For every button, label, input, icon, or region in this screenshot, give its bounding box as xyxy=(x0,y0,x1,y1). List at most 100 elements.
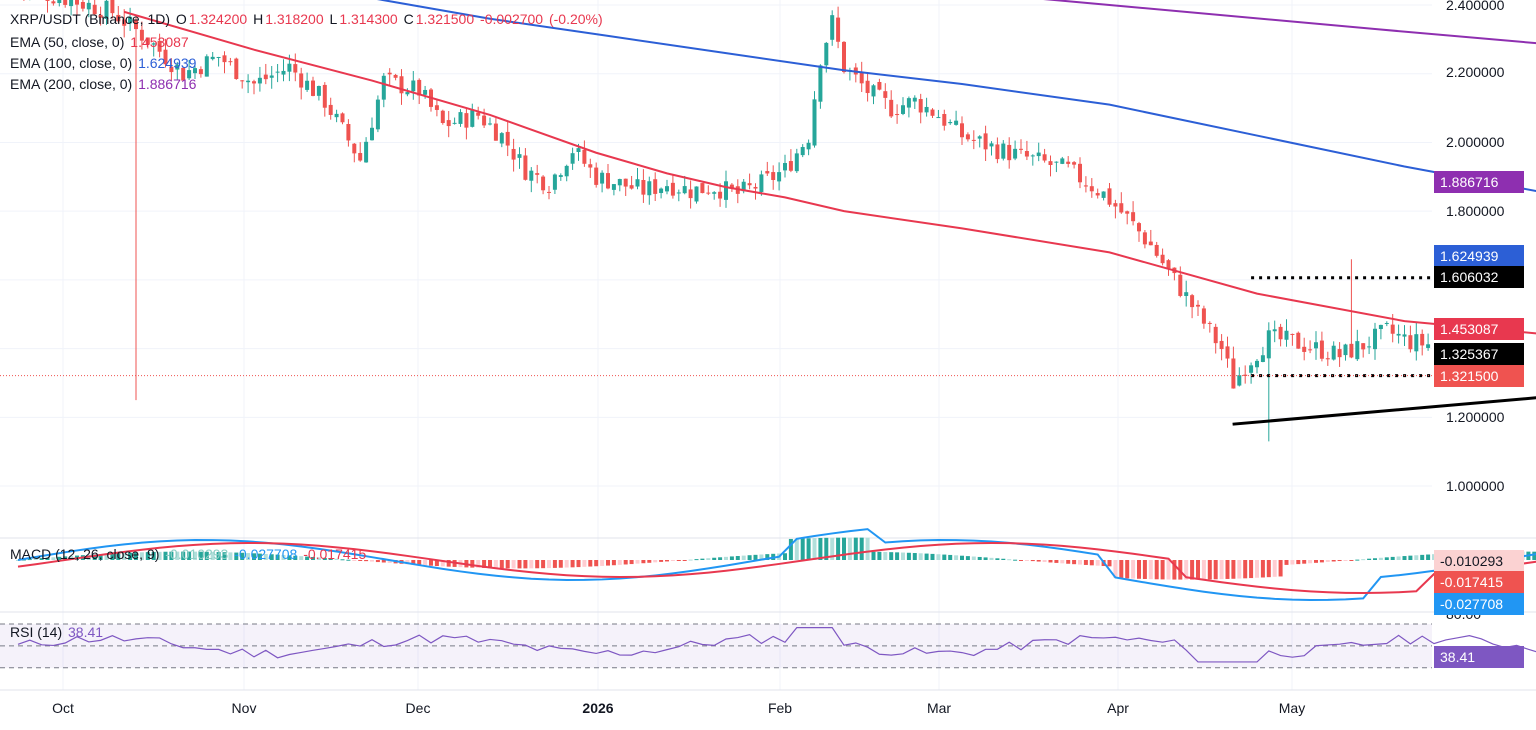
macd-histogram-bar xyxy=(1219,560,1224,580)
candle-bar xyxy=(175,64,180,70)
resistance-price-tag: 1.606032 xyxy=(1434,266,1524,288)
macd-histogram-bar xyxy=(63,556,68,560)
candle-bar xyxy=(1343,344,1348,356)
ema50-legend-value: 1.453087 xyxy=(130,34,189,50)
candle-bar xyxy=(541,176,546,191)
candle-bar xyxy=(989,143,994,147)
macd-histogram-bar xyxy=(1319,560,1324,563)
macd-histogram-bar xyxy=(1367,558,1372,560)
macd-histogram-bar xyxy=(1420,554,1425,560)
candle-bar xyxy=(45,0,50,1)
candle-bar xyxy=(1213,326,1218,344)
candle-bar xyxy=(653,179,658,194)
macd-histogram-bar xyxy=(965,556,970,560)
candle-bar xyxy=(169,66,174,73)
rsi-legend-value: 38.41 xyxy=(68,624,104,640)
macd-histogram-bar xyxy=(334,558,339,560)
macd-histogram-bar xyxy=(541,560,546,569)
macd-histogram-bar xyxy=(859,537,864,560)
candle-bar xyxy=(364,141,369,163)
candle-bar xyxy=(1284,330,1289,340)
candle-bar xyxy=(134,20,138,30)
candle-bar xyxy=(800,147,805,156)
candle-bar xyxy=(741,181,746,192)
macd-histogram-bar xyxy=(1125,560,1130,579)
candle-bar xyxy=(1072,162,1077,165)
macd-histogram-bar xyxy=(588,560,593,567)
x-tick-dec: Dec xyxy=(405,700,431,716)
macd-histogram-bar xyxy=(688,559,693,561)
candle-bar xyxy=(924,106,929,113)
candle-bar xyxy=(151,43,156,45)
macd-histogram-bar xyxy=(45,557,50,560)
candle-bar xyxy=(688,189,693,199)
macd-histogram-bar xyxy=(1113,560,1118,578)
macd-histogram-bar xyxy=(204,551,209,560)
macd-histogram-bar xyxy=(836,537,841,560)
macd-histogram-bar xyxy=(1207,560,1212,580)
change-pct: (-0.20%) xyxy=(548,11,603,27)
macd-histogram-bar xyxy=(1030,560,1035,562)
candle-bar xyxy=(1166,260,1171,269)
candle-bar xyxy=(936,117,941,119)
macd-histogram-bar xyxy=(493,560,498,569)
macd-histogram-bar xyxy=(741,555,746,560)
ema100-legend: EMA (100, close, 0) 1.624939 xyxy=(10,53,198,73)
macd-histogram-bar xyxy=(1255,560,1259,578)
candle-bar xyxy=(806,142,811,150)
macd-histogram-bar xyxy=(989,557,994,560)
macd-histogram-bar xyxy=(1213,560,1218,580)
macd-histogram-bar xyxy=(482,560,487,568)
candle-bar xyxy=(1154,244,1159,256)
candle-bar xyxy=(1113,203,1118,207)
macd-histogram-bar xyxy=(824,537,829,560)
candle-bar xyxy=(1390,324,1395,334)
macd-histogram-bar xyxy=(906,552,911,560)
macd-histogram-bar xyxy=(729,556,734,560)
candle-bar xyxy=(252,81,256,84)
macd-histogram-bar xyxy=(912,553,917,560)
candle-bar xyxy=(983,133,988,150)
candle-bar xyxy=(399,76,404,94)
candle-bar xyxy=(287,63,292,72)
macd-histogram-bar xyxy=(187,551,192,560)
macd-histogram-bar xyxy=(842,537,846,560)
macd-histogram-bar xyxy=(151,551,156,560)
macd-histogram-bar xyxy=(847,537,852,560)
candle-bar xyxy=(1290,333,1295,335)
close-value: 1.321500 xyxy=(415,11,475,27)
x-tick-2026: 2026 xyxy=(582,700,614,716)
macd-histogram-bar xyxy=(128,552,133,560)
macd-histogram-bar xyxy=(92,554,97,560)
candle-bar xyxy=(1337,349,1342,358)
macd-histogram-bar xyxy=(623,560,628,565)
macd-histogram-bar xyxy=(783,553,787,560)
candle-bar xyxy=(665,186,669,192)
x-tick-mar: Mar xyxy=(926,700,952,716)
macd-histogram-bar xyxy=(375,560,380,563)
macd-histogram-bar xyxy=(311,557,315,560)
candle-bar xyxy=(1420,333,1425,346)
macd-histogram-bar xyxy=(983,557,988,560)
macd-histogram-bar xyxy=(210,551,215,560)
candle-bar xyxy=(1001,143,1006,159)
candle-bar xyxy=(358,153,363,161)
macd-histogram-bar xyxy=(511,560,516,569)
candle-bar xyxy=(334,113,339,118)
candle-bar xyxy=(293,64,298,73)
candle-bar xyxy=(1007,144,1012,161)
macd-histogram-bar xyxy=(948,554,953,560)
candle-bar xyxy=(446,120,451,127)
candle-bar xyxy=(511,148,516,160)
macd-histogram-bar xyxy=(263,553,268,560)
candle-bar xyxy=(971,139,976,141)
macd-histogram-bar xyxy=(665,560,669,562)
macd-histogram-bar xyxy=(1107,560,1112,567)
macd-histogram-bar xyxy=(234,552,239,560)
macd-histogram-bar xyxy=(39,558,44,560)
macd-histogram-bar xyxy=(718,557,723,560)
candle-bar xyxy=(1160,254,1165,264)
macd-histogram-bar xyxy=(617,560,622,565)
